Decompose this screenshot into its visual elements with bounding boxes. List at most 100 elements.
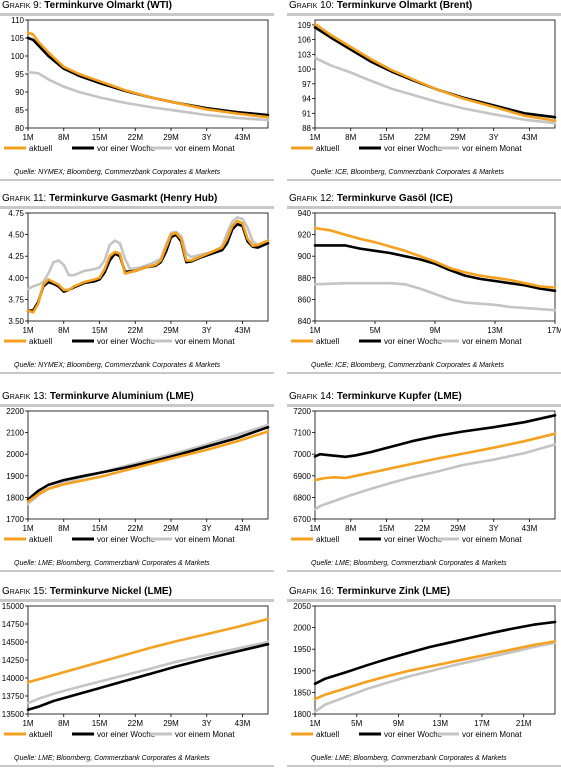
y-tick-label: 88 bbox=[302, 124, 311, 133]
legend-label-aktuell: aktuell bbox=[316, 730, 339, 739]
y-tick-label: 7000 bbox=[293, 450, 311, 459]
bottom-rule bbox=[0, 570, 274, 572]
x-tick-label: 8M bbox=[58, 719, 69, 728]
x-tick-label: 43M bbox=[235, 133, 251, 142]
series-line-monat bbox=[26, 216, 270, 291]
series-line-aktuell bbox=[313, 432, 557, 482]
y-tick-label: 80 bbox=[15, 124, 24, 133]
y-tick-label: 14750 bbox=[2, 620, 25, 629]
series-line-aktuell bbox=[313, 22, 557, 122]
series-line-monat bbox=[313, 56, 557, 125]
y-tick-label: 91 bbox=[302, 109, 311, 118]
x-tick-label: 13M bbox=[432, 719, 448, 728]
y-tick-label: 13750 bbox=[2, 692, 25, 701]
series-line-aktuell bbox=[313, 640, 557, 701]
y-tick-label: 3.75 bbox=[8, 295, 24, 304]
line-chart: 80 85 90 95 100 105 110 1M 8M 15M 22M 29M 3Y 43M aktue… bbox=[4, 16, 270, 153]
x-tick-label: 3Y bbox=[202, 524, 212, 533]
x-tick-label: 1M bbox=[309, 326, 320, 335]
x-tick-label: 8M bbox=[58, 524, 69, 533]
chart-number: Grafik 16: bbox=[289, 586, 335, 597]
x-tick-label: 3Y bbox=[489, 524, 499, 533]
chart-title: Grafik 9: Terminkurve Olmarkt (WTI) bbox=[2, 0, 172, 11]
legend-label-aktuell: aktuell bbox=[29, 535, 52, 544]
series-line-aktuell bbox=[26, 617, 270, 684]
y-tick-label: 900 bbox=[298, 252, 312, 261]
chart-number: Grafik 12: bbox=[289, 193, 335, 204]
y-tick-label: 4.25 bbox=[8, 252, 24, 261]
legend-label-woche: vor einer Woche bbox=[97, 337, 156, 346]
line-chart: 1800 1850 1900 1950 2000 2050 1M 5M 9M 13M 17M 21M a… bbox=[291, 602, 557, 739]
x-tick-label: 8M bbox=[58, 133, 69, 142]
source-note: Quelle: LME; Bloomberg, Commerzbank Corp… bbox=[14, 560, 210, 567]
series-line-woche bbox=[313, 244, 557, 293]
legend-label-monat: vor einem Monat bbox=[175, 730, 235, 739]
x-tick-label: 3Y bbox=[202, 133, 212, 142]
legend-label-woche: vor einer Woche bbox=[384, 144, 443, 153]
y-tick-label: 7200 bbox=[293, 407, 311, 416]
chart-panel-16: Grafik 16: Terminkurve Zink (LME) 1800 185… bbox=[287, 586, 561, 772]
y-tick-label: 14250 bbox=[2, 656, 25, 665]
y-tick-label: 105 bbox=[11, 34, 25, 43]
title-rule bbox=[0, 13, 274, 16]
series-line-woche bbox=[313, 620, 557, 686]
chart-panel-13: Grafik 13: Terminkurve Aluminium (LME) 17… bbox=[0, 391, 274, 577]
y-tick-label: 1900 bbox=[293, 667, 311, 676]
y-tick-label: 15000 bbox=[2, 602, 25, 611]
chart-title: Grafik 11: Terminkurve Gasmarkt (Henry H… bbox=[2, 193, 217, 204]
legend-label-aktuell: aktuell bbox=[29, 144, 52, 153]
y-tick-label: 90 bbox=[15, 88, 24, 97]
plot-frame bbox=[314, 605, 556, 715]
x-tick-label: 1M bbox=[22, 133, 33, 142]
x-tick-label: 15M bbox=[92, 524, 108, 533]
y-tick-label: 860 bbox=[298, 295, 312, 304]
title-rule bbox=[0, 206, 274, 209]
chart-number: Grafik 15: bbox=[2, 586, 48, 597]
y-tick-label: 100 bbox=[298, 65, 312, 74]
x-tick-label: 15M bbox=[92, 133, 108, 142]
y-tick-label: 940 bbox=[298, 209, 312, 218]
line-chart: 840 860 880 900 920 940 1M 5M 9M 13M 17M aktuell vor… bbox=[291, 209, 561, 346]
y-tick-label: 2200 bbox=[6, 407, 24, 416]
bottom-rule bbox=[0, 372, 274, 374]
y-tick-label: 3.50 bbox=[8, 317, 24, 326]
x-tick-label: 29M bbox=[163, 719, 179, 728]
title-rule bbox=[0, 599, 274, 602]
plot-frame bbox=[314, 19, 556, 129]
chart-number: Grafik 14: bbox=[289, 391, 335, 402]
x-tick-label: 13M bbox=[487, 326, 503, 335]
x-tick-label: 3Y bbox=[202, 719, 212, 728]
x-tick-label: 15M bbox=[92, 326, 108, 335]
legend-label-aktuell: aktuell bbox=[29, 337, 52, 346]
x-tick-label: 9M bbox=[393, 719, 404, 728]
y-tick-label: 94 bbox=[302, 95, 311, 104]
y-tick-label: 85 bbox=[15, 106, 24, 115]
x-tick-label: 43M bbox=[522, 524, 538, 533]
title-rule bbox=[287, 599, 561, 602]
chart-title: Grafik 16: Terminkurve Zink (LME) bbox=[289, 586, 450, 597]
source-note: Quelle: NYMEX; Bloomberg, Commerzbank Co… bbox=[14, 362, 221, 369]
x-tick-label: 29M bbox=[450, 524, 466, 533]
plot-frame bbox=[314, 212, 556, 322]
series-line-woche bbox=[313, 414, 557, 459]
x-tick-label: 3Y bbox=[202, 326, 212, 335]
chart-title-text: Terminkurve Olmarkt (Brent) bbox=[336, 0, 473, 11]
line-chart: 1700 1800 1900 2000 2100 2200 1M 8M 15M 22M 29M 3Y 4… bbox=[4, 407, 270, 544]
y-tick-label: 2000 bbox=[293, 624, 311, 633]
y-tick-label: 110 bbox=[11, 16, 24, 25]
x-tick-label: 17M bbox=[547, 326, 561, 335]
x-tick-label: 5M bbox=[369, 326, 380, 335]
y-tick-label: 920 bbox=[298, 231, 312, 240]
legend-label-monat: vor einem Monat bbox=[462, 730, 522, 739]
x-tick-label: 43M bbox=[235, 524, 251, 533]
legend-label-aktuell: aktuell bbox=[316, 144, 339, 153]
y-tick-label: 1800 bbox=[293, 710, 311, 719]
source-note: Quelle: ICE, Bloomberg, Commerzbank Corp… bbox=[311, 169, 504, 176]
x-tick-label: 5M bbox=[351, 719, 362, 728]
chart-title-text: Terminkurve Gasmarkt (Henry Hub) bbox=[49, 193, 218, 204]
y-tick-label: 1850 bbox=[293, 688, 311, 697]
bottom-rule bbox=[287, 372, 561, 374]
x-tick-label: 15M bbox=[379, 133, 395, 142]
x-tick-label: 1M bbox=[22, 719, 33, 728]
bottom-rule bbox=[0, 765, 274, 767]
